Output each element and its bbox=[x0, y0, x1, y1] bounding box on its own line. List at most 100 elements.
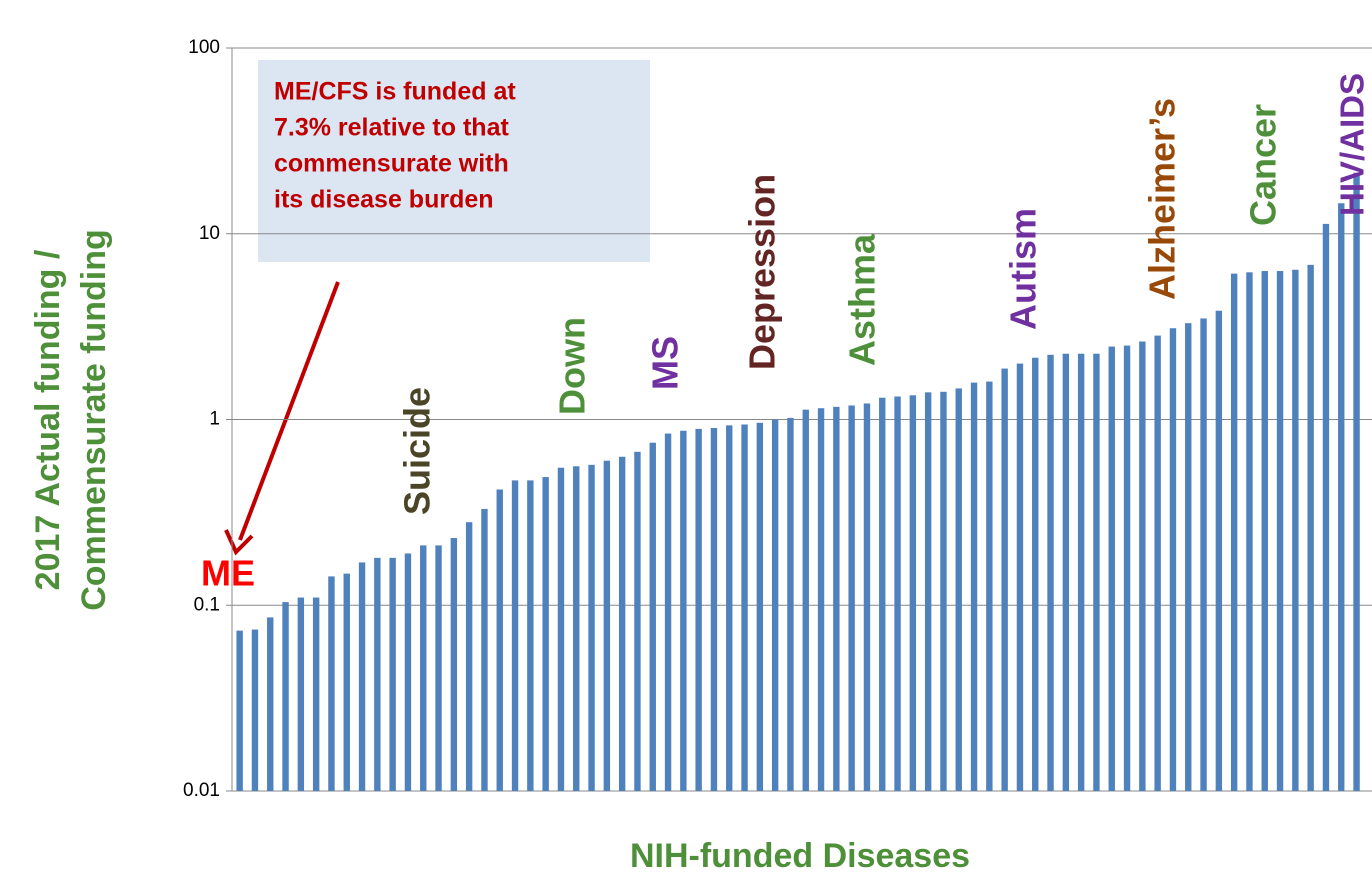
bar bbox=[924, 392, 932, 791]
callout-arrow bbox=[238, 281, 340, 541]
y-tick-label: 0.01 bbox=[183, 780, 220, 801]
y-axis-title: 2017 Actual funding / bbox=[29, 249, 67, 590]
bar bbox=[603, 460, 611, 791]
bar bbox=[328, 576, 335, 791]
bar bbox=[680, 430, 687, 791]
bar bbox=[420, 545, 427, 791]
bar bbox=[649, 442, 656, 791]
bar bbox=[634, 451, 641, 791]
y-tick-label: 0.1 bbox=[194, 594, 220, 615]
y-tick-label: 1 bbox=[209, 409, 220, 430]
bar bbox=[1001, 368, 1008, 791]
bar bbox=[1032, 357, 1039, 791]
bar bbox=[817, 408, 825, 791]
bar bbox=[573, 466, 580, 791]
bar bbox=[879, 397, 886, 791]
bar bbox=[1139, 341, 1146, 791]
bar bbox=[343, 573, 350, 791]
bar bbox=[909, 395, 917, 791]
bar bbox=[1215, 310, 1223, 791]
bar bbox=[1093, 353, 1100, 791]
bar bbox=[741, 424, 748, 791]
bar bbox=[955, 388, 962, 791]
bar bbox=[863, 403, 871, 791]
bar bbox=[511, 480, 519, 791]
bar bbox=[1261, 271, 1268, 792]
bar bbox=[1338, 203, 1345, 792]
bar bbox=[970, 382, 978, 791]
bar bbox=[1108, 346, 1115, 791]
bar bbox=[358, 562, 366, 791]
bar bbox=[312, 597, 320, 791]
bar bbox=[1200, 318, 1207, 791]
bar bbox=[588, 464, 595, 791]
disease-label: Asthma bbox=[842, 233, 883, 366]
bar bbox=[894, 396, 901, 791]
bar bbox=[1123, 345, 1131, 791]
disease-label: Cancer bbox=[1243, 104, 1284, 226]
disease-label: Autism bbox=[1003, 208, 1044, 330]
callout-text: its disease burden bbox=[274, 186, 494, 214]
bar bbox=[695, 428, 702, 791]
bar bbox=[496, 489, 503, 791]
disease-label: Depression bbox=[742, 174, 783, 370]
bar bbox=[986, 381, 993, 791]
bar bbox=[297, 597, 305, 791]
bar bbox=[236, 630, 243, 791]
bar bbox=[940, 391, 947, 791]
y-tick-label: 100 bbox=[188, 37, 220, 58]
bar bbox=[618, 456, 626, 791]
bar bbox=[527, 480, 534, 791]
bar bbox=[389, 557, 396, 791]
bar bbox=[1154, 335, 1161, 791]
bar bbox=[465, 522, 473, 791]
bar bbox=[710, 427, 718, 791]
bar bbox=[771, 419, 779, 791]
y-axis-title: Commensurate funding bbox=[75, 229, 113, 611]
bar bbox=[833, 406, 840, 791]
callout-arrowhead bbox=[224, 529, 254, 556]
bar bbox=[1077, 353, 1085, 791]
bar bbox=[1185, 323, 1192, 791]
y-tick-label: 10 bbox=[199, 223, 220, 244]
disease-label: ME bbox=[201, 553, 255, 594]
disease-label: Down bbox=[552, 317, 593, 415]
bar bbox=[1062, 353, 1070, 791]
bar bbox=[726, 425, 733, 791]
callout-text: commensurate with bbox=[274, 150, 509, 178]
bar bbox=[802, 409, 809, 791]
bar bbox=[1353, 172, 1360, 792]
bar bbox=[450, 538, 458, 791]
bar bbox=[1276, 271, 1284, 792]
disease-label: Suicide bbox=[397, 387, 438, 515]
bar bbox=[481, 508, 488, 791]
bar bbox=[787, 417, 794, 791]
callout-text: ME/CFS is funded at bbox=[274, 78, 516, 106]
x-axis-title: NIH-funded Diseases bbox=[630, 837, 970, 875]
disease-label: MS bbox=[645, 336, 686, 390]
bar bbox=[404, 553, 412, 791]
bar bbox=[1230, 273, 1238, 791]
bar bbox=[1292, 269, 1299, 791]
callout-box bbox=[258, 60, 650, 262]
bar bbox=[1169, 328, 1177, 791]
bar bbox=[542, 477, 549, 791]
bar bbox=[1322, 223, 1330, 791]
bar bbox=[374, 557, 381, 791]
bar bbox=[1307, 264, 1314, 792]
bar bbox=[848, 405, 855, 791]
disease-label: HIV/AIDS bbox=[1334, 73, 1371, 216]
bar bbox=[1047, 354, 1054, 791]
bar bbox=[282, 602, 289, 791]
disease-label: Alzheimer’s bbox=[1142, 98, 1183, 300]
bar bbox=[251, 629, 259, 791]
callout-text: 7.3% relative to that bbox=[274, 114, 509, 142]
bar bbox=[435, 545, 442, 791]
bar bbox=[1016, 363, 1024, 791]
bar bbox=[267, 617, 274, 791]
bar bbox=[756, 422, 764, 791]
bar bbox=[557, 467, 565, 791]
bar bbox=[664, 433, 672, 791]
bar bbox=[1246, 272, 1253, 791]
